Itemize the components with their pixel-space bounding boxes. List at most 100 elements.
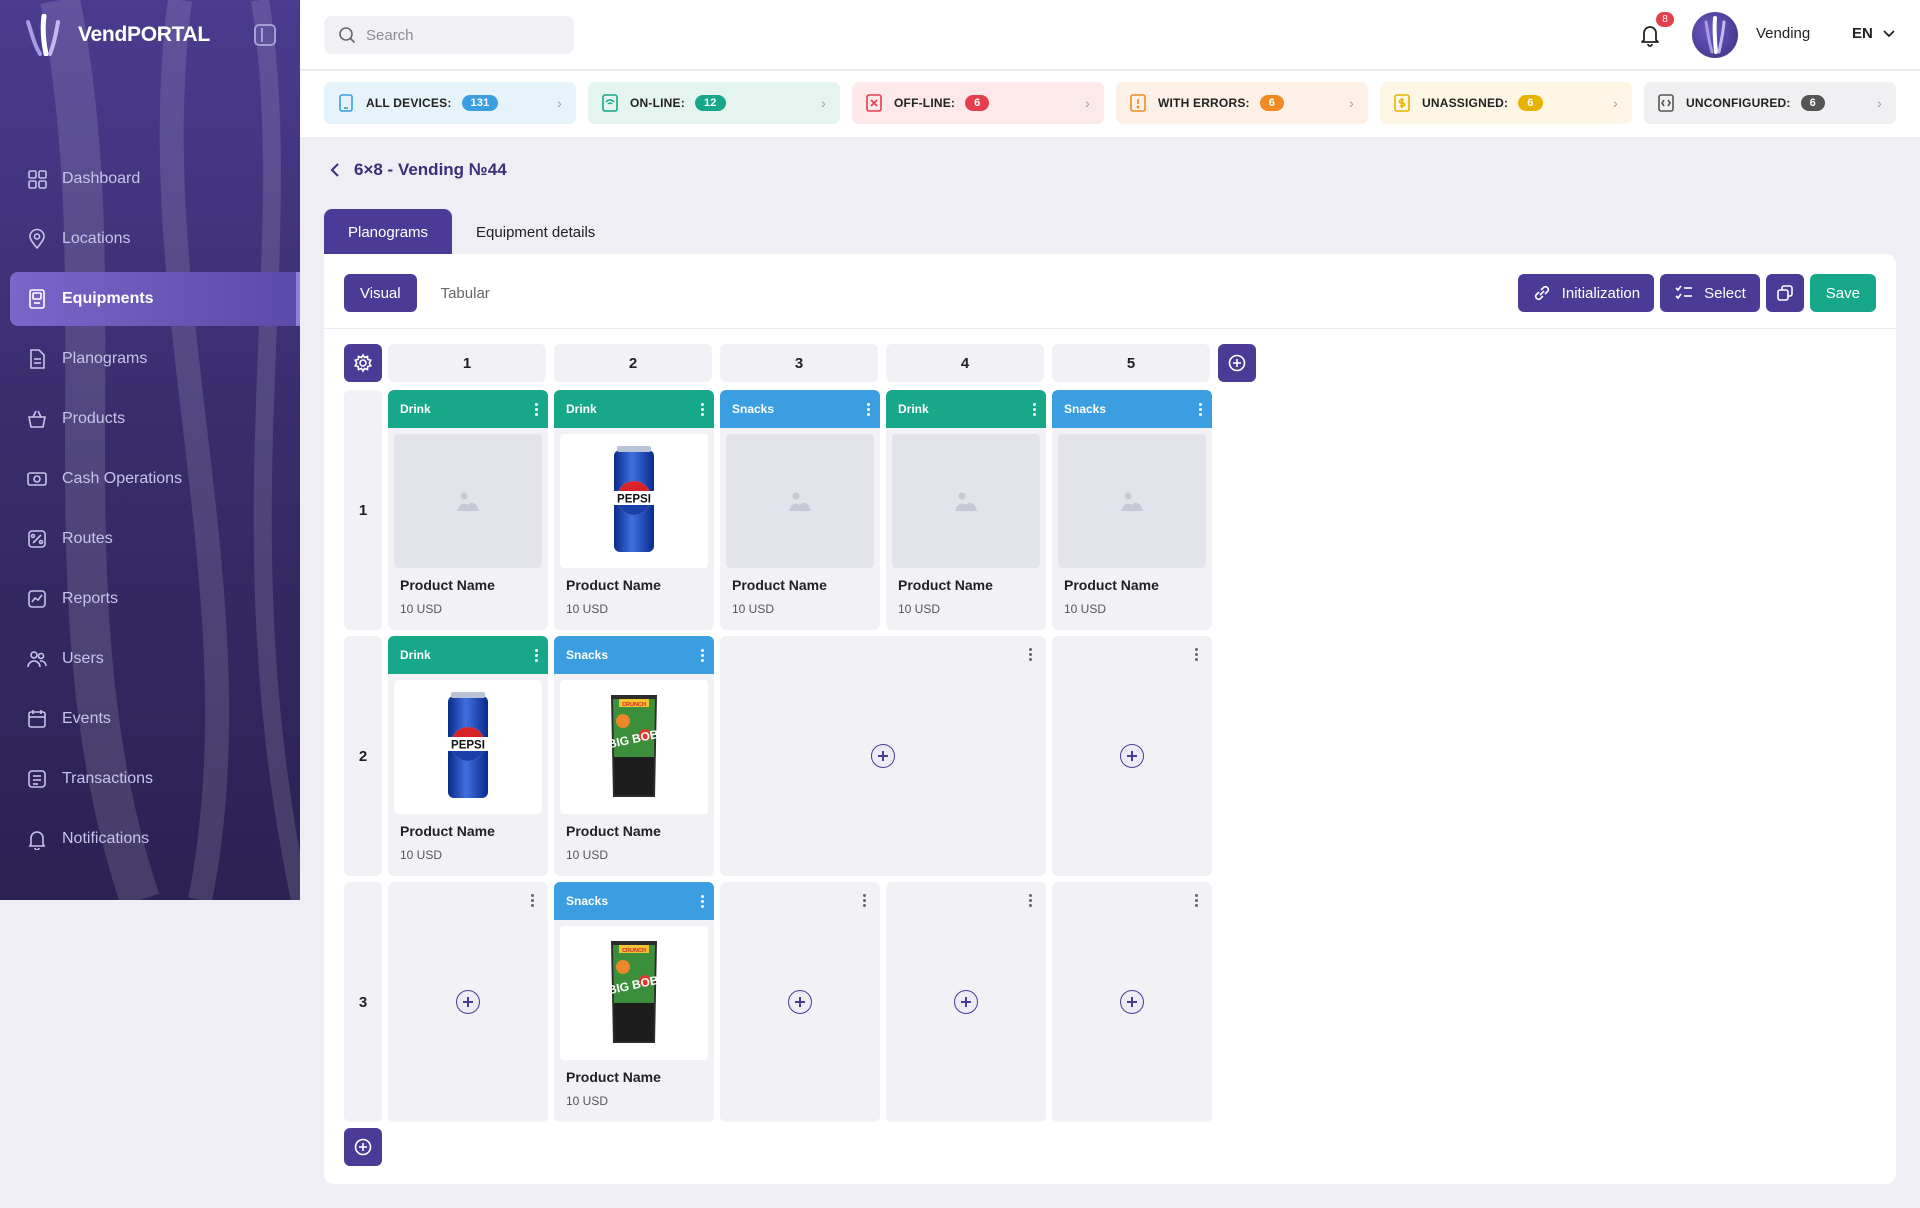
search-input[interactable]: [366, 26, 556, 44]
sidebar-item-products[interactable]: Products: [10, 392, 298, 446]
product-slot[interactable]: Snacks CRUNCH BIG BOB Product Name 10 USD: [554, 882, 714, 1122]
image-placeholder-icon: [789, 492, 811, 511]
status-filter-unassigned[interactable]: UNASSIGNED: 6 ›: [1380, 82, 1632, 124]
product-image: [1058, 434, 1206, 568]
search-icon: [339, 27, 356, 44]
more-options-icon[interactable]: [701, 402, 704, 416]
initialization-button[interactable]: Initialization: [1517, 274, 1655, 312]
product-slot[interactable]: Drink PEPSI Product Name 10 USD: [388, 636, 548, 876]
select-button[interactable]: Select: [1660, 274, 1760, 312]
row-header[interactable]: 2: [344, 636, 382, 876]
calendar-icon: [26, 708, 48, 730]
more-options-icon[interactable]: [867, 402, 870, 416]
select-label: Select: [1704, 284, 1746, 302]
user-name[interactable]: Vending: [1756, 25, 1811, 42]
sidebar-item-locations[interactable]: Locations: [10, 212, 298, 266]
more-options-icon[interactable]: [1199, 402, 1202, 416]
sidebar-item-notifications[interactable]: Notifications: [10, 812, 298, 866]
more-options-icon[interactable]: [531, 894, 534, 907]
product-slot[interactable]: Snacks Product Name 10 USD: [720, 390, 880, 630]
empty-slot[interactable]: [886, 882, 1046, 1122]
product-price: 10 USD: [566, 602, 609, 616]
status-filter-on-line[interactable]: ON-LINE: 12 ›: [588, 82, 840, 124]
sidebar-item-dashboard[interactable]: Dashboard: [10, 152, 298, 206]
sidebar-item-label: Users: [62, 650, 104, 667]
notifications-bell-icon[interactable]: [1638, 22, 1662, 48]
add-product-icon[interactable]: [871, 744, 895, 768]
more-options-icon[interactable]: [1033, 402, 1036, 416]
column-header[interactable]: 2: [554, 344, 712, 382]
language-selector[interactable]: EN: [1852, 25, 1895, 42]
sidebar-item-equipments[interactable]: Equipments: [10, 272, 300, 326]
product-slot[interactable]: Drink Product Name 10 USD: [388, 390, 548, 630]
sidebar-item-cash-operations[interactable]: Cash Operations: [10, 452, 298, 506]
page-title-row: 6×8 - Vending №44: [330, 160, 507, 180]
add-product-icon[interactable]: [788, 990, 812, 1014]
more-options-icon[interactable]: [1029, 648, 1032, 661]
tab-equipment-details[interactable]: Equipment details: [476, 223, 596, 241]
add-product-icon[interactable]: [456, 990, 480, 1014]
product-name: Product Name: [400, 823, 495, 839]
status-filter-off-line[interactable]: OFF-LINE: 6 ›: [852, 82, 1104, 124]
row-header[interactable]: 1: [344, 390, 382, 630]
tabular-view-button[interactable]: Tabular: [440, 284, 490, 302]
add-product-icon[interactable]: [954, 990, 978, 1014]
empty-slot[interactable]: [720, 636, 1046, 876]
column-header[interactable]: 3: [720, 344, 878, 382]
product-name: Product Name: [732, 577, 827, 593]
column-header[interactable]: 1: [388, 344, 546, 382]
product-slot[interactable]: Drink PEPSI Product Name 10 USD: [554, 390, 714, 630]
search-box[interactable]: [324, 16, 574, 54]
sidebar-item-users[interactable]: Users: [10, 632, 298, 686]
empty-slot[interactable]: [1052, 636, 1212, 876]
avatar[interactable]: [1692, 12, 1738, 58]
sidebar-item-reports[interactable]: Reports: [10, 572, 298, 626]
sidebar-item-label: Equipments: [62, 290, 154, 307]
image-placeholder-icon: [457, 492, 479, 511]
chevron-right-icon: ›: [1349, 95, 1354, 111]
sidebar-item-planograms[interactable]: Planograms: [10, 332, 298, 386]
empty-slot[interactable]: [1052, 882, 1212, 1122]
empty-slot[interactable]: [388, 882, 548, 1122]
grid-settings-button[interactable]: [344, 344, 382, 382]
status-label: ALL DEVICES:: [366, 96, 452, 110]
brand[interactable]: VendPORTAL: [24, 14, 210, 56]
row-header[interactable]: 3: [344, 882, 382, 1122]
status-filter-with-errors[interactable]: WITH ERRORS: 6 ›: [1116, 82, 1368, 124]
add-product-icon[interactable]: [1120, 990, 1144, 1014]
sidebar-item-events[interactable]: Events: [10, 692, 298, 746]
column-header[interactable]: 5: [1052, 344, 1210, 382]
sidebar-item-routes[interactable]: Routes: [10, 512, 298, 566]
status-filter-all-devices[interactable]: ALL DEVICES: 131 ›: [324, 82, 576, 124]
add-column-button[interactable]: [1218, 344, 1256, 382]
product-slot[interactable]: Drink Product Name 10 USD: [886, 390, 1046, 630]
save-button[interactable]: Save: [1809, 274, 1876, 312]
product-name: Product Name: [1064, 577, 1159, 593]
tab-planograms[interactable]: Planograms: [324, 209, 453, 255]
product-slot[interactable]: Snacks CRUNCH BIG BOB Product Name 10 USD: [554, 636, 714, 876]
more-options-icon[interactable]: [1195, 648, 1198, 661]
plus-circle-icon: [1228, 354, 1246, 372]
category-header: Snacks: [554, 636, 714, 674]
add-row-button[interactable]: [344, 1128, 382, 1166]
logo-icon: [26, 14, 60, 56]
more-options-icon[interactable]: [535, 402, 538, 416]
back-arrow-icon[interactable]: [330, 162, 340, 178]
status-filter-unconfigured[interactable]: UNCONFIGURED: 6 ›: [1644, 82, 1896, 124]
product-slot[interactable]: Snacks Product Name 10 USD: [1052, 390, 1212, 630]
visual-view-button[interactable]: Visual: [344, 274, 417, 312]
more-options-icon[interactable]: [701, 648, 704, 662]
more-options-icon[interactable]: [535, 648, 538, 662]
column-header[interactable]: 4: [886, 344, 1044, 382]
sidebar-item-transactions[interactable]: Transactions: [10, 752, 298, 806]
add-product-icon[interactable]: [1120, 744, 1144, 768]
more-options-icon[interactable]: [1029, 894, 1032, 907]
more-options-icon[interactable]: [863, 894, 866, 907]
copy-button[interactable]: [1765, 274, 1804, 312]
svg-text:CRUNCH: CRUNCH: [622, 702, 646, 708]
product-price: 10 USD: [566, 1094, 609, 1108]
more-options-icon[interactable]: [701, 894, 704, 908]
empty-slot[interactable]: [720, 882, 880, 1122]
collapse-sidebar-button[interactable]: [254, 24, 276, 46]
more-options-icon[interactable]: [1195, 894, 1198, 907]
